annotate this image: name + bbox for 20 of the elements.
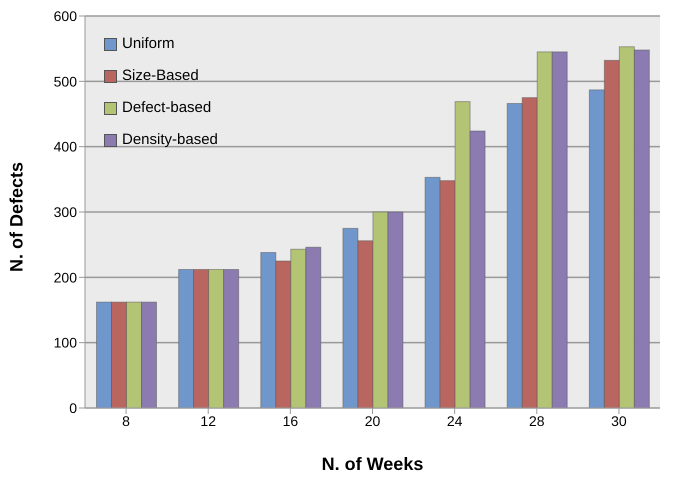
y-tick-label: 0 [69, 400, 78, 416]
x-axis-title: N. of Weeks [322, 454, 424, 474]
x-tick-label: 12 [200, 412, 216, 429]
legend-label: Uniform [122, 34, 175, 54]
legend-label: Defect-based [122, 98, 212, 118]
y-tick-label: 500 [54, 73, 78, 90]
y-tick-label: 600 [54, 8, 78, 24]
x-tick-label: 30 [611, 412, 627, 429]
x-tick-label: 24 [446, 412, 463, 429]
y-tick-label: 300 [54, 204, 78, 220]
y-tick-label: 100 [54, 334, 78, 351]
y-axis-title: N. of Defects [6, 162, 26, 272]
x-tick-label: 16 [282, 412, 298, 429]
x-tick-label: 20 [364, 412, 380, 429]
x-tick-label: 8 [122, 412, 130, 429]
y-tick-label: 400 [54, 138, 78, 155]
legend-label: Density-based [122, 130, 218, 150]
y-tick-label: 200 [54, 269, 78, 286]
legend-label: Size-Based [122, 66, 199, 86]
x-tick-label: 28 [528, 412, 545, 429]
